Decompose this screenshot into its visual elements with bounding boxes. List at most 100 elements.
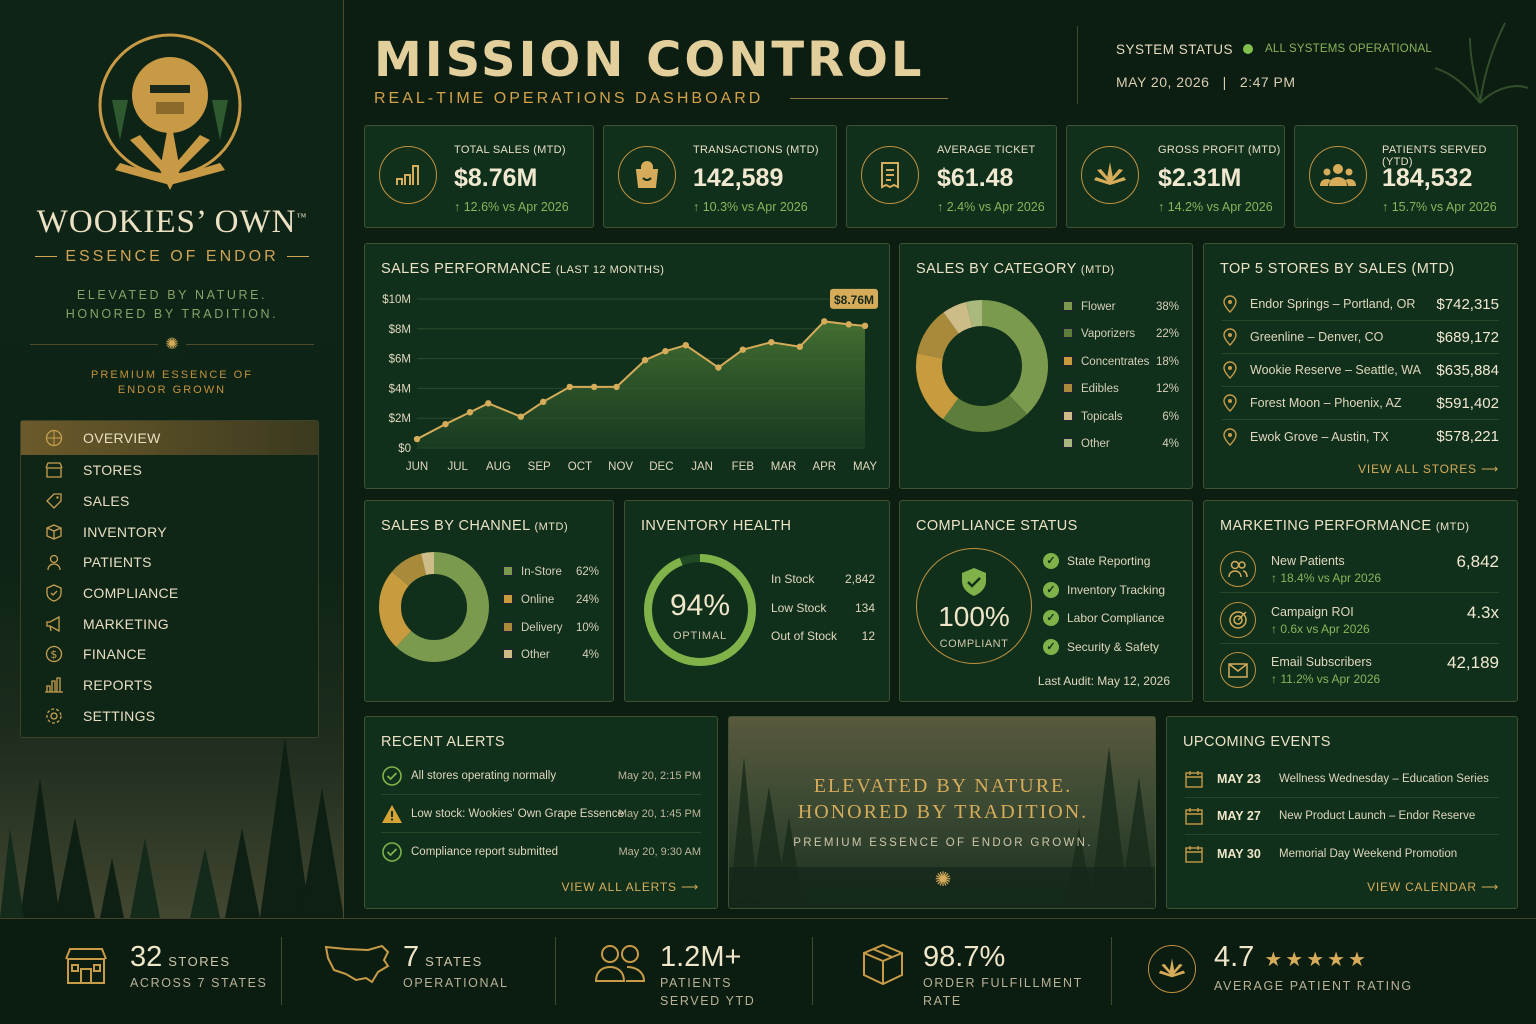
card-title: SALES BY CHANNEL (MTD) xyxy=(381,518,569,534)
nav-item-inventory[interactable]: INVENTORY xyxy=(21,516,318,547)
kpi-label: GROSS PROFIT (MTD) xyxy=(1158,144,1281,156)
footer-stat-rating: 4.7 ★★★★★ AVERAGE PATIENT RATING xyxy=(1146,919,1446,1024)
event-row[interactable]: MAY 27 New Product Launch – Endor Reserve xyxy=(1185,798,1499,835)
inventory-row-value: 134 xyxy=(854,601,875,615)
data-point xyxy=(517,413,525,420)
view-all-stores-link[interactable]: VIEW ALL STORES ⟶ xyxy=(1358,462,1499,476)
legend-item: Concentrates 18% xyxy=(1063,355,1179,368)
banner-subline: PREMIUM ESSENCE OF ENDOR GROWN. xyxy=(793,837,1093,849)
nav-item-settings[interactable]: SETTINGS xyxy=(21,701,318,732)
x-tick-label: MAY xyxy=(853,461,877,473)
brand-grown: PREMIUM ESSENCE OF ENDOR GROWN xyxy=(91,369,253,396)
legend-value: 6% xyxy=(1162,410,1179,423)
shopping-bag-icon xyxy=(618,146,676,204)
sales-by-channel-card: SALES BY CHANNEL (MTD) In-Store 62% Online… xyxy=(364,500,614,702)
marketing-row[interactable]: Email Subscribers ↑ 11.2% vs Apr 2026 42… xyxy=(1220,646,1499,694)
marketing-row[interactable]: Campaign ROI ↑ 0.6x vs Apr 2026 4.3x xyxy=(1220,596,1499,644)
divider xyxy=(281,937,282,1005)
arrow-right-icon: ⟶ xyxy=(680,880,699,894)
kpi-delta: ↑ 15.7% vs Apr 2026 xyxy=(1382,200,1497,214)
kpi-value: $2.31M xyxy=(1158,164,1242,192)
legend-label: Edibles xyxy=(1081,383,1119,396)
inventory-row-label: Out of Stock xyxy=(771,629,838,643)
nav-item-compliance[interactable]: COMPLIANCE xyxy=(21,578,318,609)
store-row[interactable]: Wookie Reserve – Seattle, WA $635,884 xyxy=(1222,354,1499,387)
legend-swatch xyxy=(1063,301,1073,311)
view-all-alerts-link[interactable]: VIEW ALL ALERTS ⟶ xyxy=(561,880,699,894)
people-icon xyxy=(1309,146,1367,204)
store-row[interactable]: Ewok Grove – Austin, TX $578,221 xyxy=(1222,420,1499,453)
view-calendar-link[interactable]: VIEW CALENDAR ⟶ xyxy=(1367,880,1499,894)
kpi-patients-served[interactable]: PATIENTS SERVED (YTD) 184,532 ↑ 15.7% vs… xyxy=(1294,125,1518,228)
inventory-pct-label: OPTIMAL xyxy=(673,630,727,642)
legend-item: In-Store 62% xyxy=(503,566,599,578)
people-icon xyxy=(594,945,646,982)
compliance-item: ✓ State Reporting xyxy=(1043,553,1150,569)
store-row[interactable]: Forest Moon – Phoenix, AZ $591,402 xyxy=(1222,387,1499,420)
upcoming-events-card: UPCOMING EVENTS MAY 23 Wellness Wednesday… xyxy=(1166,716,1518,909)
nav-item-marketing[interactable]: MARKETING xyxy=(21,608,318,639)
recent-alerts-card: RECENT ALERTS All stores operating norma… xyxy=(364,716,718,909)
brand-subtitle: ESSENCE OF ENDOR xyxy=(0,248,343,266)
system-status-label: SYSTEM STATUS xyxy=(1116,42,1234,57)
alert-row[interactable]: Compliance report submitted May 20, 9:30 … xyxy=(381,833,701,871)
compliance-item: ✓ Security & Safety xyxy=(1043,639,1159,655)
forest-banner-illustration xyxy=(729,747,1155,908)
kpi-average-ticket[interactable]: AVERAGE TICKET $61.48 ↑ 2.4% vs Apr 2026 xyxy=(846,125,1057,228)
x-tick-label: OCT xyxy=(568,461,592,473)
page-subtitle: REAL-TIME OPERATIONS DASHBOARD xyxy=(374,90,764,107)
divider xyxy=(1111,937,1112,1005)
nav-item-sales[interactable]: SALES xyxy=(21,486,318,517)
kpi-transactions[interactable]: TRANSACTIONS (MTD) 142,589 ↑ 10.3% vs Ap… xyxy=(603,125,837,228)
alert-row[interactable]: All stores operating normally May 20, 2:1… xyxy=(381,757,701,795)
calendar-icon xyxy=(1185,808,1203,825)
compliance-status-card: COMPLIANCE STATUS 100% COMPLIANT ✓ State … xyxy=(899,500,1193,702)
inventory-row-label: Low Stock xyxy=(771,601,827,615)
marketing-row[interactable]: New Patients ↑ 18.4% vs Apr 2026 6,842 xyxy=(1220,545,1499,593)
nav-item-reports[interactable]: REPORTS xyxy=(21,670,318,701)
nav-item-stores[interactable]: STORES xyxy=(21,455,318,486)
series-area xyxy=(417,321,865,448)
kpi-gross-profit[interactable]: GROSS PROFIT (MTD) $2.31M ↑ 14.2% vs Apr… xyxy=(1066,125,1285,228)
legend-swatch xyxy=(503,566,513,576)
x-tick-label: APR xyxy=(812,461,836,473)
store-row[interactable]: Greenline – Denver, CO $689,172 xyxy=(1222,321,1499,354)
shield-check-icon xyxy=(962,568,986,596)
legend-label: Delivery xyxy=(521,621,563,634)
nav-item-finance[interactable]: $ FINANCE xyxy=(21,639,318,670)
package-icon xyxy=(863,943,903,986)
divider xyxy=(790,98,948,99)
store-row[interactable]: Endor Springs – Portland, OR $742,315 xyxy=(1222,288,1499,321)
legend-item: Other 4% xyxy=(1063,438,1179,450)
inventory-gauge xyxy=(644,554,756,666)
legend-value: 62% xyxy=(575,566,599,578)
location-pin-icon xyxy=(1223,295,1237,313)
nav-item-patients[interactable]: PATIENTS xyxy=(21,547,318,578)
card-title: MARKETING PERFORMANCE (MTD) xyxy=(1220,518,1470,534)
kpi-value: 184,532 xyxy=(1382,164,1473,192)
data-point xyxy=(466,409,474,416)
legend-swatch xyxy=(1063,355,1073,366)
compliance-item: ✓ Inventory Tracking xyxy=(1043,582,1165,598)
event-row[interactable]: MAY 30 Memorial Day Weekend Promotion xyxy=(1185,835,1499,872)
leaf-icon xyxy=(1148,945,1196,993)
kpi-value: $61.48 xyxy=(937,164,1014,192)
calendar-icon xyxy=(1185,771,1203,788)
kpi-total-sales[interactable]: TOTAL SALES (MTD) $8.76M ↑ 12.6% vs Apr … xyxy=(364,125,594,228)
rebel-emblem-icon: ✺ xyxy=(934,869,952,891)
legend-label: Topicals xyxy=(1081,410,1123,423)
data-point xyxy=(613,383,620,391)
alert-row[interactable]: Low stock: Wookies' Own Grape Essence May… xyxy=(381,795,701,833)
event-row[interactable]: MAY 23 Wellness Wednesday – Education Ser… xyxy=(1185,761,1499,798)
data-point xyxy=(739,346,747,353)
target-icon xyxy=(1220,602,1256,638)
legend-label: In-Store xyxy=(521,566,562,578)
donut-slice xyxy=(379,552,489,662)
nav-item-overview[interactable]: OVERVIEW xyxy=(21,421,318,455)
check-circle-icon xyxy=(382,842,402,862)
bar-chart-icon xyxy=(379,146,437,204)
kpi-delta: ↑ 2.4% vs Apr 2026 xyxy=(937,200,1045,214)
data-point xyxy=(715,364,722,371)
marketing-performance-card: MARKETING PERFORMANCE (MTD) New Patients… xyxy=(1203,500,1518,702)
footer-stat-patients: 1.2M+ PATIENTS SERVED YTD xyxy=(592,919,802,1024)
